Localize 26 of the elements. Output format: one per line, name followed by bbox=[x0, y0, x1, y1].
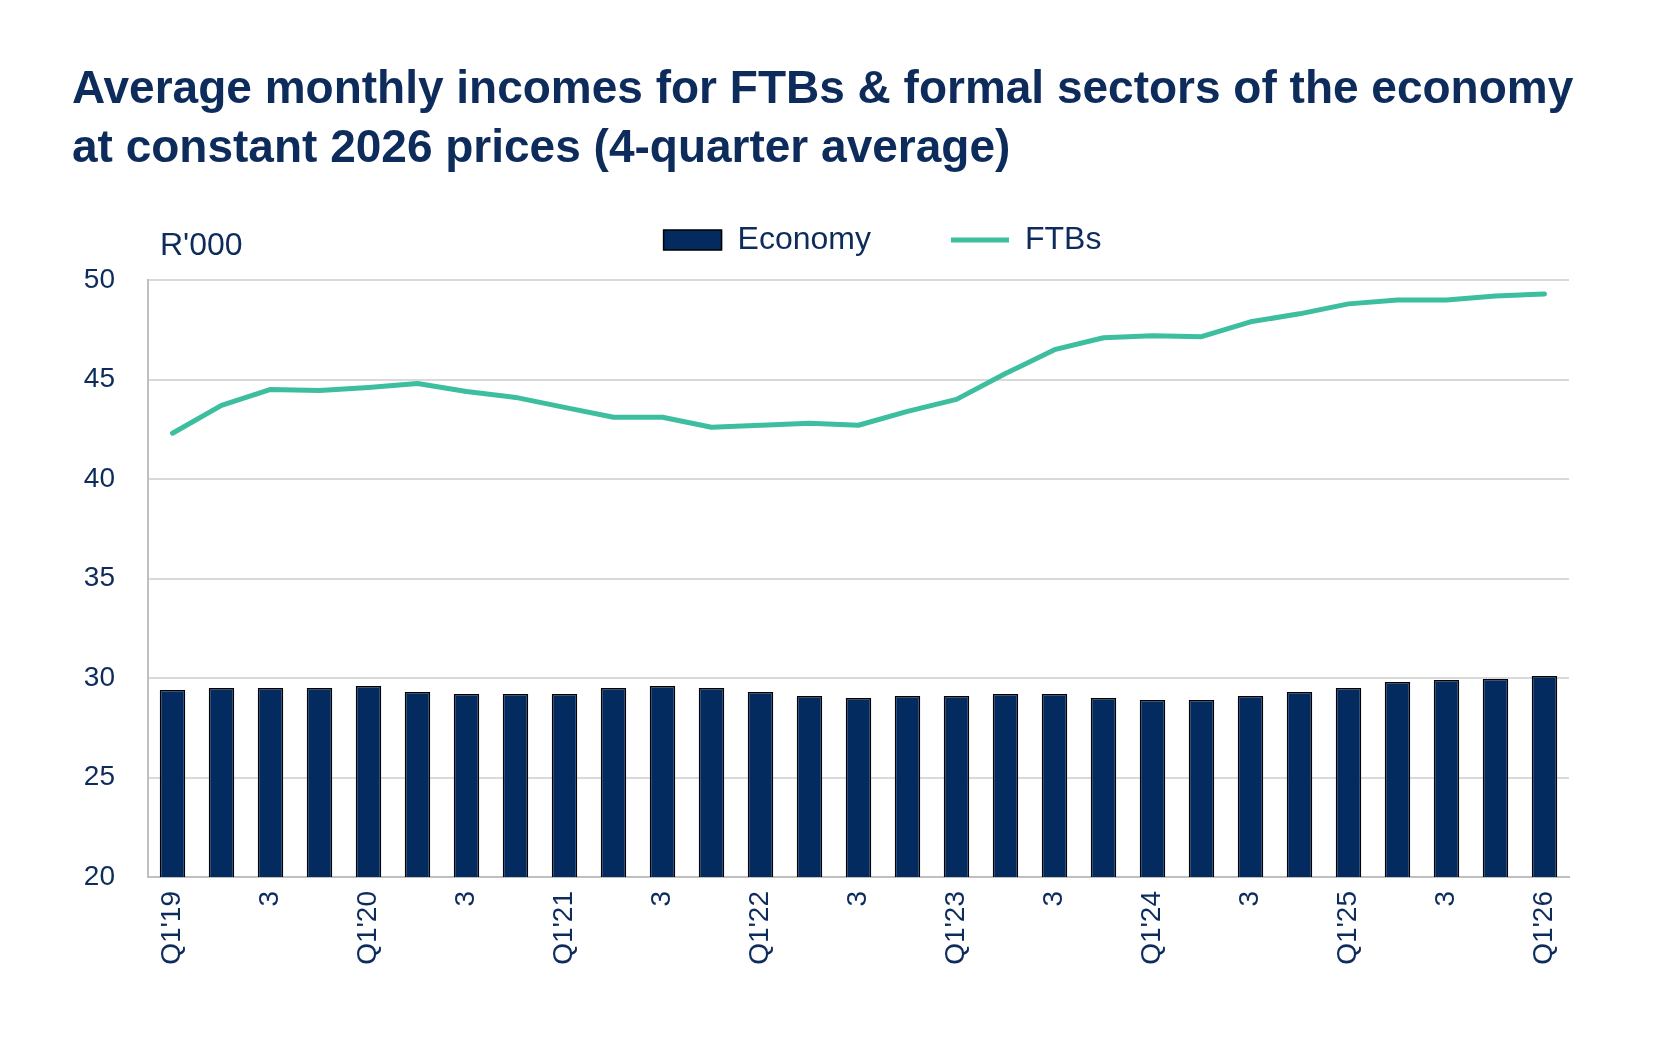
x-tick-label: 3 bbox=[645, 891, 677, 907]
legend-label: FTBs bbox=[1024, 219, 1102, 256]
y-tick-label: 25 bbox=[83, 760, 115, 792]
y-tick-label: 40 bbox=[83, 461, 115, 493]
x-tick-label: Q1'23 bbox=[939, 891, 971, 965]
x-tick-label: 3 bbox=[841, 891, 873, 907]
x-tick-label: 3 bbox=[1037, 891, 1069, 907]
y-tick-label: 45 bbox=[83, 362, 115, 394]
y-tick-label: 30 bbox=[83, 660, 115, 692]
x-tick-label: Q1'25 bbox=[1331, 891, 1363, 965]
x-tick-label: 3 bbox=[449, 891, 481, 907]
y-axis-title: R'000 bbox=[160, 226, 243, 262]
x-tick-label: Q1'21 bbox=[547, 891, 579, 965]
x-tick-label: 3 bbox=[1233, 891, 1265, 907]
legend-label: Economy bbox=[737, 219, 871, 256]
y-tick-label: 20 bbox=[83, 859, 115, 891]
chart-title: Average monthly incomes for FTBs & formal sectors of the economy at constant 2026 prices (4-quarter average) bbox=[72, 60, 1575, 174]
x-tick-label: 3 bbox=[253, 891, 285, 907]
x-tick-label: Q1'24 bbox=[1135, 891, 1167, 965]
x-tick-label: Q1'20 bbox=[351, 891, 383, 965]
x-tick-label: Q1'26 bbox=[1527, 891, 1559, 965]
x-tick-label: Q1'22 bbox=[743, 891, 775, 965]
x-tick-label: 3 bbox=[1429, 891, 1461, 907]
x-tick-label: Q1'19 bbox=[155, 891, 187, 965]
y-tick-label: 50 bbox=[83, 262, 115, 294]
y-tick-label: 35 bbox=[83, 561, 115, 593]
